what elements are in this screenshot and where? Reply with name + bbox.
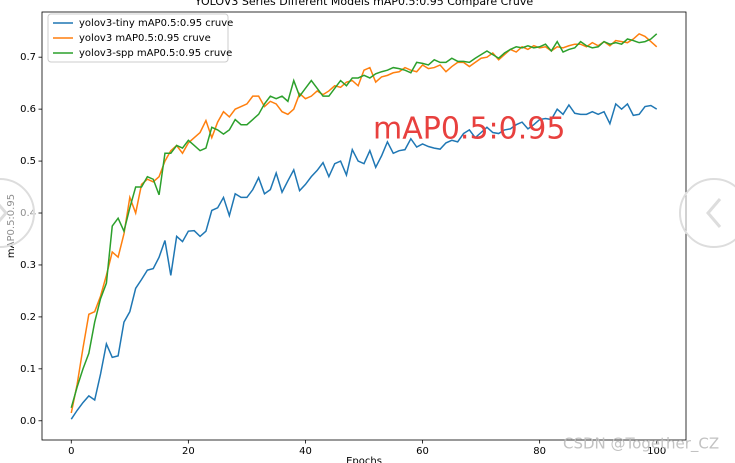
- x-tick-label: 100: [647, 446, 666, 457]
- series-line: [70, 32, 658, 414]
- nav-button[interactable]: [0, 178, 35, 248]
- y-tick-label: 0.0: [20, 416, 36, 427]
- x-axis-label: Epochs: [346, 456, 382, 463]
- chart-title: YOLOV3 Series Different Models mAP0.5:0.…: [194, 0, 533, 8]
- watermark: CSDN @Together_CZ: [563, 435, 719, 454]
- y-tick-label: 0.6: [20, 104, 36, 115]
- legend-box: [47, 13, 229, 63]
- nav-arrow: [0, 203, 8, 223]
- series-line: [70, 102, 658, 420]
- y-tick-label: 0.2: [20, 312, 36, 323]
- x-tick-label: 80: [533, 446, 546, 457]
- legend: yolov3-tiny mAP0.5:0.95 cruve yolov3 mAP0…: [47, 13, 233, 63]
- x-tick-label: 0: [68, 446, 74, 457]
- series-line: [70, 33, 658, 409]
- annotation: mAP0.5:0.95: [373, 112, 565, 147]
- y-tick-label: 0.5: [20, 156, 36, 167]
- legend-label: yolov3-spp mAP0.5:0.95 cruve: [79, 48, 232, 59]
- nav-arrow: [706, 198, 722, 228]
- x-tick-label: 60: [416, 446, 429, 457]
- legend-label: yolov3-tiny mAP0.5:0.95 cruve: [79, 18, 233, 29]
- y-tick-label: 0.1: [20, 364, 36, 375]
- y-tick-label: 0.7: [20, 52, 36, 63]
- y-tick-label: 0.3: [20, 260, 36, 271]
- x-tick-label: 20: [182, 446, 195, 457]
- x-tick-label: 40: [299, 446, 312, 457]
- legend-label: yolov3 mAP0.5:0.95 cruve: [79, 33, 211, 44]
